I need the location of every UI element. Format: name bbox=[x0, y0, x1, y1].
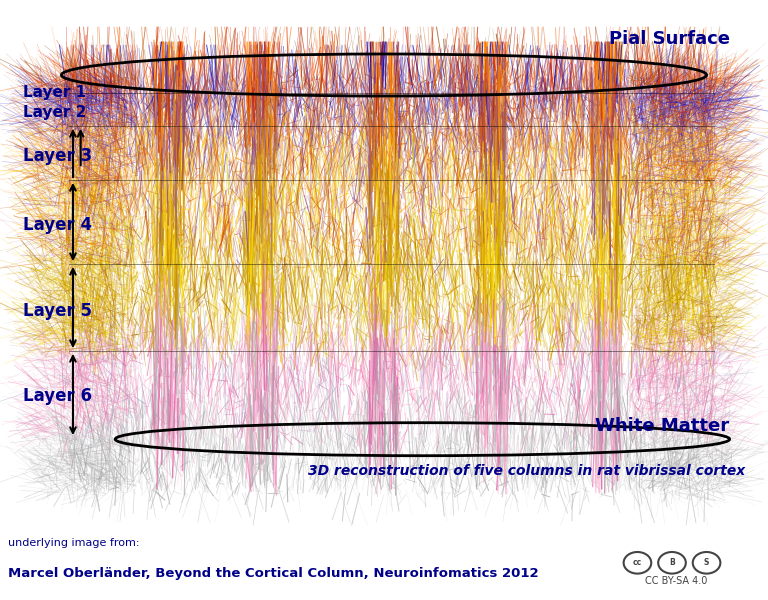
Text: Pial Surface: Pial Surface bbox=[608, 30, 730, 48]
Text: Layer 2: Layer 2 bbox=[23, 104, 87, 120]
Text: B: B bbox=[669, 558, 675, 568]
Text: Marcel Oberländer, Beyond the Cortical Column, Neuroinfomatics 2012: Marcel Oberländer, Beyond the Cortical C… bbox=[8, 566, 538, 580]
Text: cc: cc bbox=[633, 558, 642, 568]
Text: Layer 6: Layer 6 bbox=[23, 387, 92, 405]
Text: Layer 3: Layer 3 bbox=[23, 147, 92, 165]
Text: S: S bbox=[704, 558, 709, 568]
Text: White Matter: White Matter bbox=[595, 417, 730, 435]
Text: CC BY-SA 4.0: CC BY-SA 4.0 bbox=[644, 576, 707, 586]
Text: Layer 5: Layer 5 bbox=[23, 302, 92, 320]
Text: Layer 1: Layer 1 bbox=[23, 85, 86, 100]
Text: underlying image from:: underlying image from: bbox=[8, 538, 139, 548]
Text: 3D reconstruction of five columns in rat vibrissal cortex: 3D reconstruction of five columns in rat… bbox=[308, 464, 745, 478]
Text: Layer 4: Layer 4 bbox=[23, 216, 92, 234]
